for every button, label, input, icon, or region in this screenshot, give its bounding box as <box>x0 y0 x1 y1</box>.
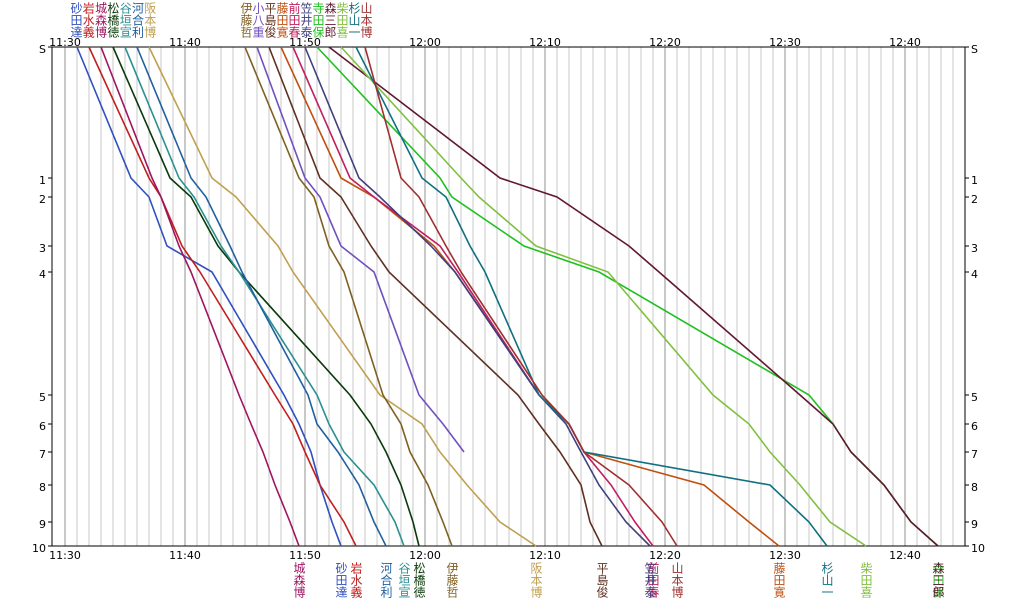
finish-label: 笠井泰 <box>643 562 657 598</box>
finish-label: 前田春 <box>646 562 660 598</box>
legend-entry: 山本博 <box>359 2 373 38</box>
y-tick-label: 8 <box>971 481 978 494</box>
runner-line <box>124 46 405 547</box>
y-tick-label: 8 <box>39 481 46 494</box>
legend-entry: 阪本博 <box>142 2 157 38</box>
y-tick-label: 1 <box>971 174 978 187</box>
x-tick-label: 11:40 <box>169 549 201 562</box>
legend-entry: 小八重 <box>251 2 265 38</box>
legend-entry: 松橋徳 <box>105 2 120 38</box>
x-tick-label: 12:20 <box>649 549 681 562</box>
y-tick-label: 4 <box>39 268 46 281</box>
y-tick-label: 6 <box>971 420 978 433</box>
finish-label: 伊藤哲 <box>445 562 459 598</box>
plot-frame <box>51 46 966 547</box>
legend-entry: 前田春 <box>287 2 301 38</box>
y-tick-label: 4 <box>971 268 978 281</box>
y-tick-label: 2 <box>39 193 46 206</box>
y-tick-label: 1 <box>39 174 46 187</box>
y-tick-label: 3 <box>971 242 978 255</box>
finish-label: 藤田寛 <box>772 562 786 598</box>
finish-label: 谷垣宣 <box>397 562 411 598</box>
x-tick-label: 12:20 <box>649 36 681 49</box>
finish-label: 松橋徳 <box>412 562 426 598</box>
finish-label: 岩水義 <box>349 562 363 598</box>
finish-label: 城森博 <box>292 562 306 598</box>
y-tick-label: 2 <box>971 193 978 206</box>
legend-entry: 藤田寛 <box>275 2 289 38</box>
finish-label: 河合利 <box>379 562 393 598</box>
legend-entry: 平島俊 <box>263 2 277 38</box>
x-tick-label: 12:30 <box>769 549 801 562</box>
runner-line <box>136 46 387 547</box>
y-tick-label: 5 <box>39 391 46 404</box>
legend-entry: 笠井泰 <box>299 2 313 38</box>
y-tick-label: 7 <box>971 448 978 461</box>
y-tick-label: S <box>39 43 46 56</box>
runner-line <box>364 46 678 547</box>
legend-entry: 伊藤哲 <box>239 2 253 38</box>
x-tick-label: 11:50 <box>289 549 321 562</box>
runner-line <box>280 46 780 547</box>
runner-line <box>88 46 357 547</box>
runner-line <box>244 46 453 547</box>
legend-entry: 杉山一 <box>347 2 361 38</box>
runner-line <box>76 46 342 547</box>
x-tick-label: 12:10 <box>529 549 561 562</box>
legend-entry: 城森博 <box>93 2 108 38</box>
x-tick-label: 11:50 <box>289 36 321 49</box>
runner-line <box>268 46 603 547</box>
x-tick-label: 12:00 <box>409 36 441 49</box>
y-tick-label: 6 <box>39 420 46 433</box>
runner-line <box>112 46 420 547</box>
y-tick-label: 5 <box>971 391 978 404</box>
legend-entry: 寺田保 <box>311 2 325 38</box>
runner-line <box>148 46 537 547</box>
legend-entry: 砂田達 <box>69 2 83 38</box>
legend-entry: 岩水義 <box>81 2 96 38</box>
legend-entry: 河合利 <box>130 2 145 38</box>
x-tick-label: 12:40 <box>889 549 921 562</box>
finish-label: 砂田達 <box>334 562 348 598</box>
x-tick-label: 12:10 <box>529 36 561 49</box>
legend-entry: 森三郎 <box>323 2 337 38</box>
y-tick-label: 10 <box>32 542 46 555</box>
x-tick-label: 11:40 <box>169 36 201 49</box>
finish-label: 平島俊 <box>595 562 609 598</box>
finish-label: 阪本博 <box>529 562 543 598</box>
runner-line <box>100 46 300 547</box>
x-tick-label: 11:30 <box>49 549 81 562</box>
y-tick-label: 9 <box>971 518 978 531</box>
x-tick-label: 12:00 <box>409 549 441 562</box>
finish-label: 山本博 <box>670 562 684 598</box>
finish-label: 杉山一 <box>820 562 834 598</box>
finish-label: 森三郎 <box>931 562 945 598</box>
finish-label: 寺田保 <box>931 562 945 598</box>
y-tick-label: 10 <box>971 542 985 555</box>
runner-line <box>328 46 939 547</box>
legend-entry: 柴田喜 <box>335 2 349 38</box>
legend-entry: 谷垣宣 <box>118 2 133 38</box>
runner-line <box>256 46 465 453</box>
runner-line <box>355 46 828 547</box>
y-tick-label: 3 <box>39 242 46 255</box>
x-tick-label: 11:30 <box>49 36 81 49</box>
y-tick-label: 9 <box>39 518 46 531</box>
finish-label: 柴田喜 <box>859 562 873 598</box>
y-tick-label: 7 <box>39 448 46 461</box>
y-tick-label: S <box>971 43 978 56</box>
runner-line <box>340 46 867 547</box>
x-tick-label: 12:40 <box>889 36 921 49</box>
x-tick-label: 12:30 <box>769 36 801 49</box>
